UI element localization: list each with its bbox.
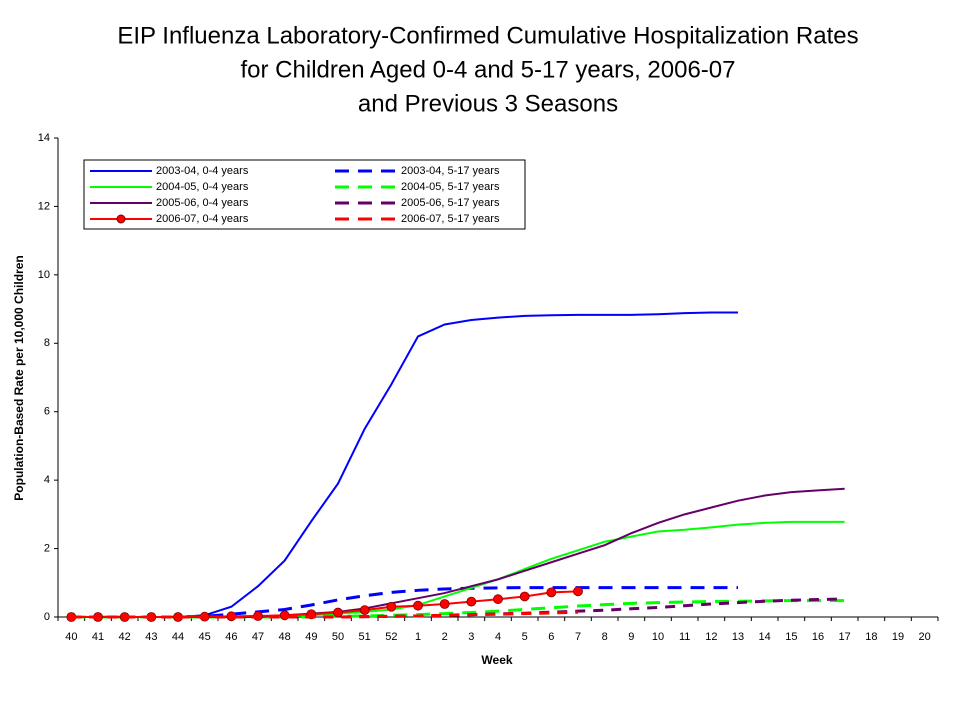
x-tick-label: 40 xyxy=(65,631,77,643)
x-tick-label: 2 xyxy=(442,631,448,643)
x-tick-label: 41 xyxy=(92,631,104,643)
series-marker xyxy=(439,599,450,609)
y-tick-label: 6 xyxy=(44,406,50,418)
series-marker xyxy=(386,601,397,612)
x-tick-label: 10 xyxy=(652,631,664,643)
x-tick-label: 16 xyxy=(812,631,824,643)
y-tick-label: 0 xyxy=(44,611,50,623)
y-tick-label: 2 xyxy=(44,542,50,554)
x-tick-label: 14 xyxy=(759,631,771,643)
legend-label: 2004-05, 5-17 years xyxy=(401,181,500,193)
x-tick-label: 9 xyxy=(628,631,634,643)
legend-label: 2003-04, 0-4 years xyxy=(156,165,249,177)
legend-label: 2005-06, 0-4 years xyxy=(156,197,249,209)
x-tick-label: 46 xyxy=(225,631,237,643)
x-tick-label: 51 xyxy=(359,631,371,643)
y-tick-label: 10 xyxy=(38,269,50,281)
x-tick-label: 11 xyxy=(679,631,690,643)
x-tick-label: 20 xyxy=(919,631,931,643)
legend-label: 2006-07, 0-4 years xyxy=(156,213,249,225)
x-tick-label: 15 xyxy=(785,631,797,643)
x-tick-label: 18 xyxy=(865,631,877,643)
x-tick-label: 13 xyxy=(732,631,744,643)
series-marker xyxy=(413,600,423,611)
x-tick-label: 49 xyxy=(305,631,317,643)
x-tick-label: 43 xyxy=(145,631,157,643)
series-line xyxy=(71,610,579,619)
x-tick-label: 7 xyxy=(575,631,581,643)
legend-label: 2005-06, 5-17 years xyxy=(401,197,500,209)
y-tick-label: 14 xyxy=(38,132,50,144)
y-tick-label: 4 xyxy=(44,474,50,486)
series-marker xyxy=(573,586,583,597)
x-tick-label: 44 xyxy=(172,631,184,643)
legend-marker xyxy=(116,214,126,224)
y-tick-label: 8 xyxy=(44,337,50,349)
legend-label: 2004-05, 0-4 years xyxy=(156,181,249,193)
series-marker xyxy=(359,605,370,616)
series-marker xyxy=(546,587,557,598)
series-line xyxy=(71,586,738,619)
x-axis-label: Week xyxy=(481,653,512,667)
x-tick-label: 3 xyxy=(468,631,474,643)
x-tick-label: 47 xyxy=(252,631,264,643)
series-marker xyxy=(466,596,477,607)
x-tick-label: 19 xyxy=(892,631,904,643)
series-marker xyxy=(279,610,290,621)
chart-title: for Children Aged 0-4 and 5-17 years, 20… xyxy=(241,56,736,83)
x-tick-label: 6 xyxy=(548,631,554,643)
x-tick-label: 52 xyxy=(385,631,397,643)
legend-label: 2006-07, 5-17 years xyxy=(401,213,500,225)
x-tick-label: 48 xyxy=(279,631,291,643)
x-tick-label: 8 xyxy=(602,631,608,643)
x-tick-label: 1 xyxy=(415,631,421,643)
chart-title: and Previous 3 Seasons xyxy=(358,90,618,117)
x-tick-label: 17 xyxy=(839,631,851,643)
x-tick-label: 50 xyxy=(332,631,344,643)
series-marker xyxy=(493,594,503,605)
x-tick-label: 42 xyxy=(119,631,131,643)
chart-title: EIP Influenza Laboratory-Confirmed Cumul… xyxy=(117,22,858,49)
x-tick-label: 5 xyxy=(522,631,528,643)
series-marker xyxy=(519,591,530,602)
y-tick-label: 12 xyxy=(38,200,50,212)
x-tick-label: 4 xyxy=(495,631,501,643)
x-tick-label: 45 xyxy=(199,631,211,643)
legend-box xyxy=(83,159,526,230)
y-axis-label: Population-Based Rate per 10,000 Childre… xyxy=(12,255,26,500)
x-tick-label: 12 xyxy=(705,631,717,643)
series-marker xyxy=(333,607,343,618)
legend-label: 2003-04, 5-17 years xyxy=(401,165,500,177)
